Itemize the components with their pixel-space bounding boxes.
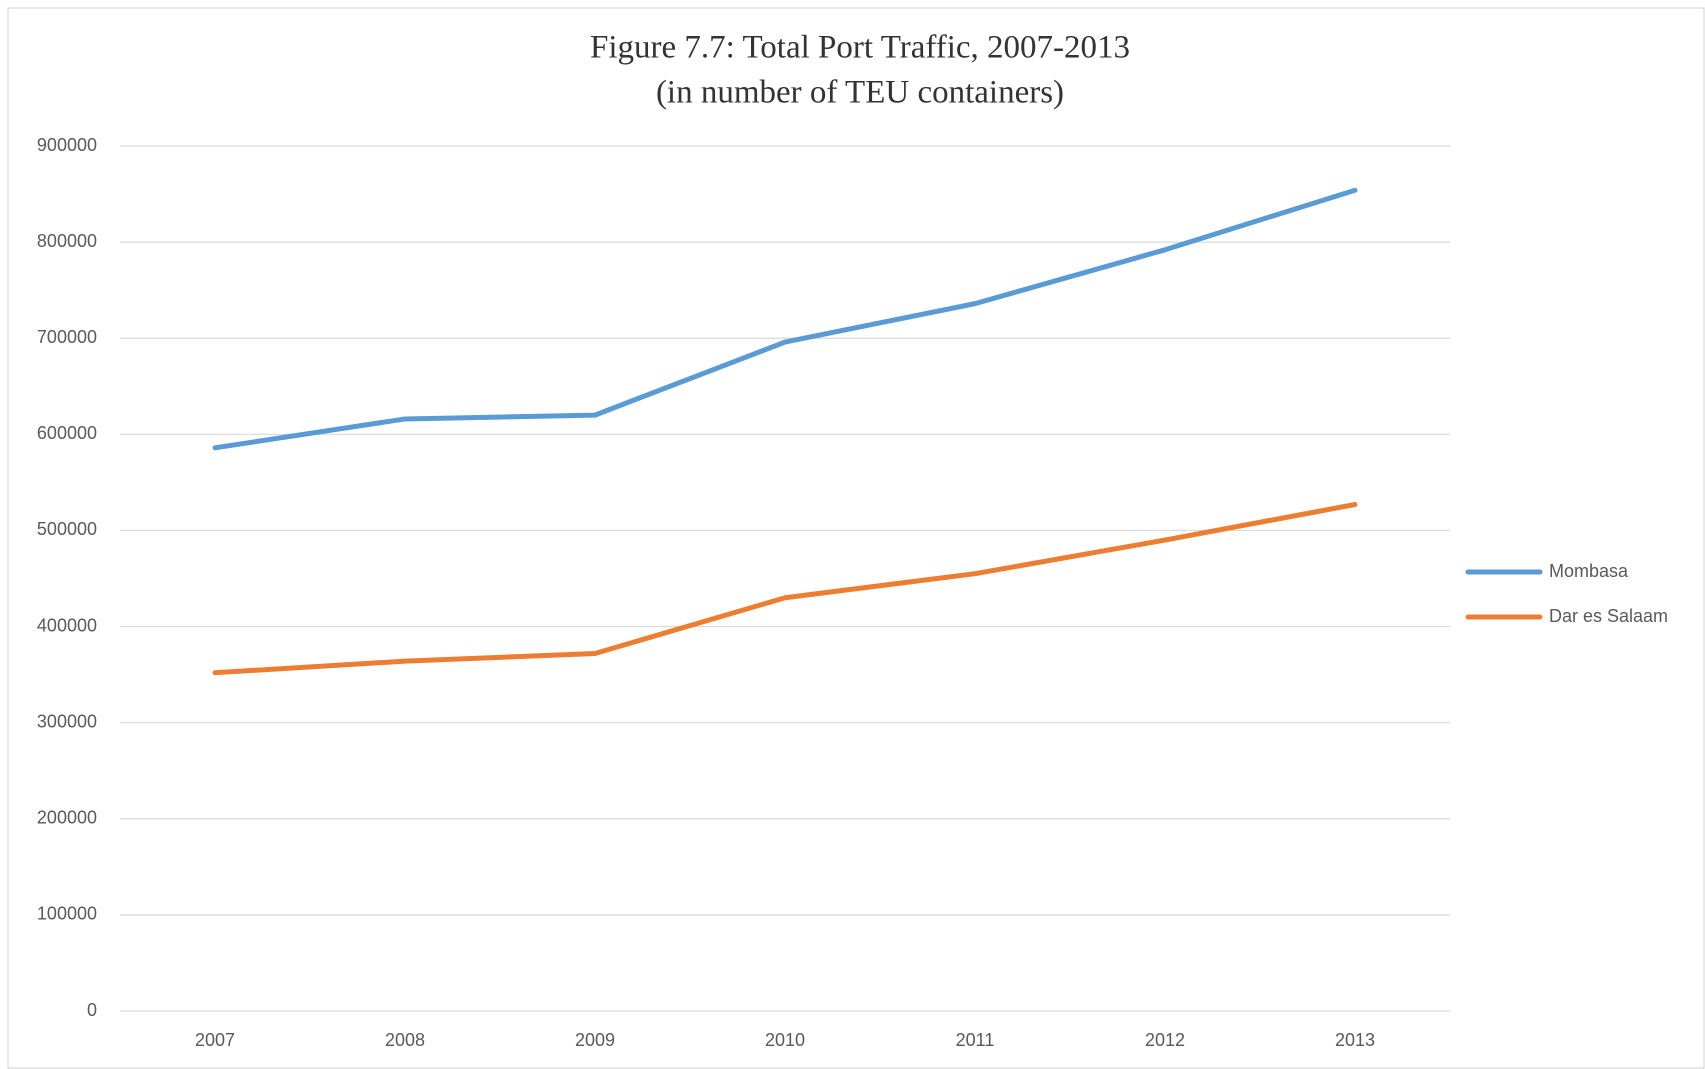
y-tick-label: 600000: [37, 423, 97, 443]
chart-title: Figure 7.7: Total Port Traffic, 2007-201…: [590, 30, 1130, 66]
y-tick-label: 200000: [37, 808, 97, 828]
x-tick-label: 2007: [195, 1030, 235, 1050]
x-tick-label: 2013: [1335, 1030, 1375, 1050]
y-tick-label: 700000: [37, 327, 97, 347]
y-tick-label: 500000: [37, 519, 97, 539]
legend-label: Mombasa: [1549, 561, 1629, 581]
y-tick-label: 900000: [37, 135, 97, 155]
series-line: [212, 187, 1358, 451]
y-tick-label: 400000: [37, 615, 97, 635]
series-line: [212, 501, 1358, 676]
x-tick-label: 2012: [1145, 1030, 1185, 1050]
y-tick-label: 300000: [37, 711, 97, 731]
chart-subtitle: (in number of TEU containers): [656, 75, 1064, 111]
legend-label: Dar es Salaam: [1549, 606, 1668, 626]
chart-border: [7, 7, 1705, 1069]
x-tick-label: 2010: [765, 1030, 805, 1050]
y-tick-label: 800000: [37, 231, 97, 251]
x-tick-label: 2009: [575, 1030, 615, 1050]
y-tick-label: 100000: [37, 904, 97, 924]
y-tick-label: 0: [87, 1000, 97, 1020]
x-tick-label: 2011: [956, 1030, 995, 1050]
x-tick-label: 2008: [385, 1030, 425, 1050]
